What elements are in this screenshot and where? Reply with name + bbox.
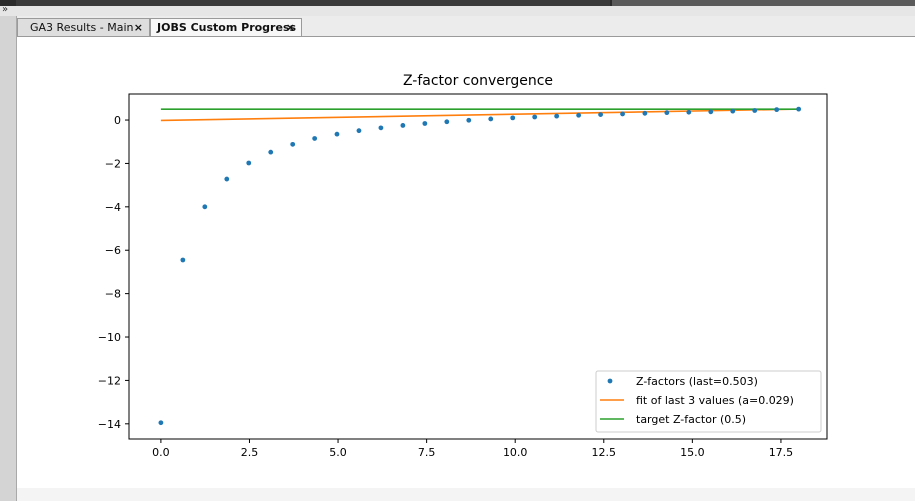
data-point <box>554 113 560 119</box>
legend-label: Z-factors (last=0.503) <box>636 375 758 388</box>
chevrons-down-icon[interactable]: » <box>2 4 9 15</box>
y-tick-label: −12 <box>98 374 121 387</box>
x-tick-label: 7.5 <box>418 446 436 459</box>
x-tick-label: 17.5 <box>769 446 794 459</box>
legend-box <box>595 370 822 433</box>
data-point <box>730 108 736 114</box>
close-icon[interactable]: × <box>133 21 143 34</box>
chart-marks <box>158 106 802 426</box>
data-point <box>686 109 692 115</box>
data-point <box>290 141 296 147</box>
tab-strip: GA3 Results - Main × JOBS Custom Progres… <box>17 16 915 37</box>
data-point <box>664 110 670 116</box>
tab-label: JOBS Custom Progress <box>157 21 297 34</box>
x-tick-label: 2.5 <box>241 446 259 459</box>
data-point <box>752 108 758 113</box>
x-tick-label: 15.0 <box>680 446 705 459</box>
data-point <box>774 107 780 113</box>
data-point <box>400 123 406 128</box>
y-tick-label: −14 <box>98 418 121 431</box>
chart-legend: Z-factors (last=0.503) fit of last 3 valu… <box>595 370 822 433</box>
tab-label: GA3 Results - Main <box>30 21 134 34</box>
data-point <box>642 110 648 116</box>
x-tick-label: 10.0 <box>503 446 528 459</box>
x-tick-label: 12.5 <box>592 446 617 459</box>
chart-axes: 0.0 2.5 5.0 7.5 10.0 12.5 15.0 17.5 0 −2 −4 −6 −8 −10… <box>98 114 793 459</box>
top-bar-segment <box>16 0 610 6</box>
legend-label: target Z-factor (0.5) <box>636 413 746 426</box>
tab-ga3-results-main[interactable]: GA3 Results - Main × <box>17 18 150 36</box>
y-tick-label: −2 <box>105 157 121 170</box>
data-point <box>312 136 318 141</box>
chart-title: Z-factor convergence <box>403 73 553 89</box>
data-point <box>202 204 208 210</box>
data-point <box>246 160 252 166</box>
y-tick-label: 0 <box>114 114 121 127</box>
data-point <box>180 257 186 263</box>
data-point <box>510 115 516 121</box>
close-icon[interactable]: × <box>285 21 295 34</box>
data-point <box>158 420 164 426</box>
data-point <box>334 131 340 137</box>
data-point <box>422 121 428 126</box>
data-point <box>268 149 274 155</box>
data-point <box>444 119 450 125</box>
tab-jobs-custom-progress[interactable]: JOBS Custom Progress × <box>150 18 302 36</box>
top-bar-segment <box>612 0 915 6</box>
window-top-bar <box>0 0 915 6</box>
x-tick-label: 0.0 <box>152 446 170 459</box>
x-tick-label: 5.0 <box>329 446 347 459</box>
data-point <box>224 176 230 182</box>
data-point <box>620 111 625 117</box>
data-point <box>796 106 802 112</box>
content-bottom-shade <box>17 488 915 501</box>
series-line-1 <box>160 108 799 122</box>
legend-label: fit of last 3 values (a=0.029) <box>636 394 794 407</box>
left-panel-edge <box>0 16 17 501</box>
data-point <box>466 117 472 123</box>
legend-marker <box>607 378 613 384</box>
data-point <box>708 109 714 115</box>
plot-frame <box>128 93 828 440</box>
data-point <box>356 128 362 134</box>
data-point <box>576 112 582 118</box>
data-point <box>598 112 603 118</box>
data-point <box>488 116 494 122</box>
y-tick-label: −8 <box>105 288 121 301</box>
data-point <box>378 125 384 131</box>
y-tick-label: −4 <box>105 201 121 214</box>
data-point <box>532 114 538 120</box>
y-tick-label: −6 <box>105 244 121 257</box>
y-tick-label: −10 <box>98 331 121 344</box>
